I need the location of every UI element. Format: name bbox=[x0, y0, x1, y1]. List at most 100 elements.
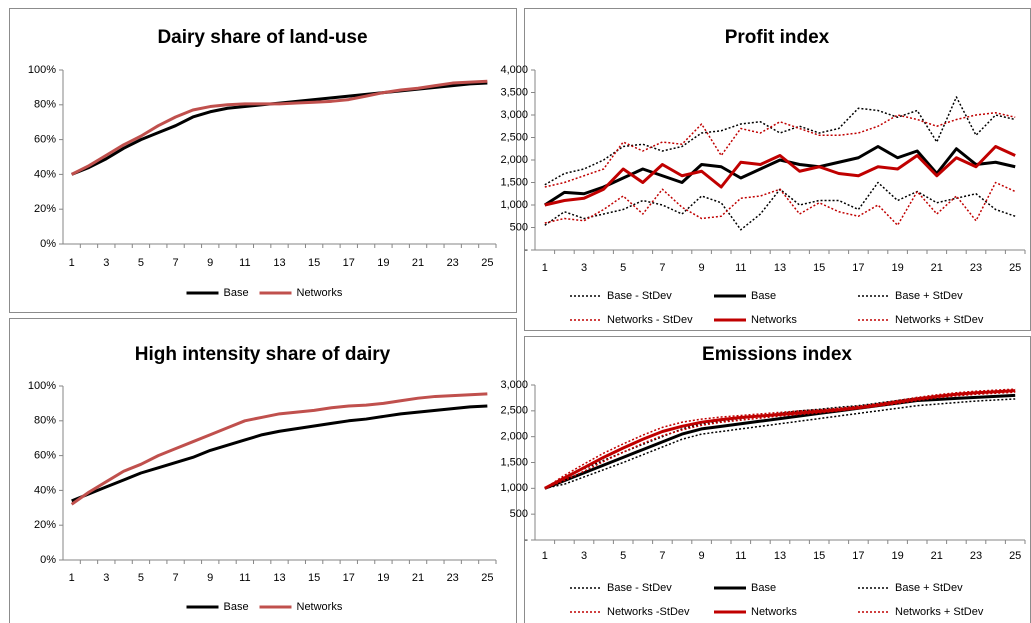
x-tick-label: 9 bbox=[207, 257, 213, 269]
x-tick-label: 9 bbox=[699, 262, 705, 274]
legend-label: Networks bbox=[297, 287, 343, 299]
legend-label: Base bbox=[224, 287, 249, 299]
x-tick-label: 1 bbox=[69, 572, 75, 584]
legend-label: Base - StDev bbox=[607, 290, 672, 302]
legend-label: Networks bbox=[751, 606, 797, 618]
series-line bbox=[544, 181, 1016, 226]
legend-label: Networks -StDev bbox=[607, 606, 690, 618]
panel-border bbox=[9, 318, 517, 623]
series-line bbox=[544, 391, 1016, 490]
y-tick-label: 1,000 bbox=[500, 482, 528, 494]
y-tick-label: 3,500 bbox=[500, 86, 528, 98]
x-tick-label: 13 bbox=[774, 262, 786, 274]
series-line bbox=[71, 404, 488, 503]
x-tick-label: 9 bbox=[699, 550, 705, 562]
x-tick-label: 15 bbox=[813, 262, 825, 274]
legend-label: Base + StDev bbox=[895, 290, 963, 302]
y-tick-label: - bbox=[524, 244, 528, 256]
legend-label: Base bbox=[224, 601, 249, 613]
chart-title: Dairy share of land-use bbox=[157, 27, 367, 48]
x-tick-label: 11 bbox=[735, 262, 746, 274]
y-tick-label: 2,500 bbox=[500, 131, 528, 143]
x-tick-label: 11 bbox=[735, 550, 746, 562]
y-tick-label: 500 bbox=[510, 221, 528, 233]
x-tick-label: 21 bbox=[412, 257, 424, 269]
x-tick-label: 15 bbox=[813, 550, 825, 562]
x-tick-label: 11 bbox=[239, 572, 250, 584]
series-line bbox=[544, 389, 1016, 490]
y-tick-label: 100% bbox=[28, 64, 56, 76]
legend-label: Networks + StDev bbox=[895, 606, 984, 618]
y-tick-label: 1,500 bbox=[500, 176, 528, 188]
y-tick-label: 500 bbox=[510, 508, 528, 520]
x-tick-label: 5 bbox=[620, 262, 626, 274]
x-tick-label: 15 bbox=[308, 257, 320, 269]
x-tick-label: 9 bbox=[207, 572, 213, 584]
legend-label: Networks bbox=[297, 601, 343, 613]
y-tick-label: 2,500 bbox=[500, 405, 528, 417]
x-tick-label: 3 bbox=[581, 262, 587, 274]
x-tick-label: 13 bbox=[273, 257, 285, 269]
x-tick-label: 3 bbox=[581, 550, 587, 562]
x-tick-label: 13 bbox=[273, 572, 285, 584]
series-line bbox=[544, 388, 1016, 489]
series-line bbox=[544, 112, 1016, 188]
x-tick-label: 1 bbox=[69, 257, 75, 269]
x-tick-label: 3 bbox=[103, 257, 109, 269]
x-tick-label: 23 bbox=[970, 262, 982, 274]
x-tick-label: 19 bbox=[377, 257, 389, 269]
y-tick-label: 40% bbox=[34, 168, 56, 180]
x-tick-label: 1 bbox=[542, 262, 548, 274]
y-tick-label: 3,000 bbox=[500, 109, 528, 121]
y-tick-label: 0% bbox=[40, 238, 56, 250]
y-tick-label: 80% bbox=[34, 99, 56, 111]
x-tick-label: 23 bbox=[970, 550, 982, 562]
y-tick-label: 40% bbox=[34, 484, 56, 496]
x-tick-label: 25 bbox=[481, 572, 493, 584]
x-tick-label: 21 bbox=[931, 550, 943, 562]
panel-border bbox=[524, 8, 1031, 331]
series-line bbox=[544, 145, 1016, 207]
x-tick-label: 7 bbox=[173, 572, 179, 584]
y-tick-label: 20% bbox=[34, 203, 56, 215]
x-tick-label: 17 bbox=[343, 257, 355, 269]
legend-label: Base + StDev bbox=[895, 582, 963, 594]
legend-label: Base - StDev bbox=[607, 582, 672, 594]
x-tick-label: 17 bbox=[343, 572, 355, 584]
x-tick-label: 25 bbox=[1009, 262, 1021, 274]
y-tick-label: 60% bbox=[34, 134, 56, 146]
x-tick-label: 5 bbox=[138, 257, 144, 269]
x-tick-label: 3 bbox=[103, 572, 109, 584]
legend-label: Networks - StDev bbox=[607, 314, 693, 326]
y-tick-label: 80% bbox=[34, 415, 56, 427]
y-tick-label: 3,000 bbox=[500, 379, 528, 391]
x-tick-label: 19 bbox=[891, 262, 903, 274]
x-tick-label: 19 bbox=[377, 572, 389, 584]
x-tick-label: 21 bbox=[412, 572, 424, 584]
y-tick-label: 60% bbox=[34, 450, 56, 462]
x-tick-label: 23 bbox=[447, 572, 459, 584]
y-tick-label: - bbox=[524, 534, 528, 546]
y-tick-label: 20% bbox=[34, 519, 56, 531]
panel-border bbox=[9, 8, 517, 313]
chart-title: High intensity share of dairy bbox=[135, 344, 391, 365]
series-line bbox=[70, 79, 488, 176]
x-tick-label: 19 bbox=[891, 550, 903, 562]
x-tick-label: 23 bbox=[447, 257, 459, 269]
series-line bbox=[544, 393, 1016, 490]
x-tick-label: 7 bbox=[659, 550, 665, 562]
legend-label: Networks + StDev bbox=[895, 314, 984, 326]
x-tick-label: 11 bbox=[239, 257, 250, 269]
y-tick-label: 100% bbox=[28, 380, 56, 392]
x-tick-label: 7 bbox=[659, 262, 665, 274]
legend-label: Networks bbox=[751, 314, 797, 326]
legend-label: Base bbox=[751, 290, 776, 302]
x-tick-label: 17 bbox=[852, 550, 864, 562]
x-tick-label: 5 bbox=[620, 550, 626, 562]
x-tick-label: 1 bbox=[542, 550, 548, 562]
panel-border bbox=[524, 336, 1031, 623]
series-line bbox=[544, 96, 1016, 186]
chart-title: Profit index bbox=[725, 27, 830, 48]
